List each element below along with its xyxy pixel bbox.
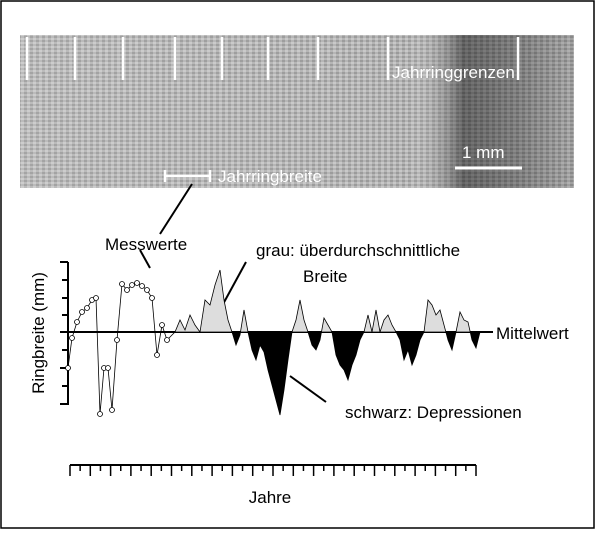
plot <box>60 261 493 476</box>
label-black: schwarz: Depressionen <box>345 403 522 422</box>
x-axis-label: Jahre <box>249 488 292 507</box>
label-grey-2: Breite <box>303 267 347 286</box>
y-axis-label: Ringbreite (mm) <box>29 272 48 394</box>
label-ring-width: Jahrringbreite <box>218 167 322 186</box>
label-measurements: Messwerte <box>105 235 187 254</box>
label-boundaries: Jahrringgrenzen <box>392 63 515 82</box>
label-grey: grau: überdurchschnittliche <box>256 241 460 260</box>
leaders <box>139 183 327 403</box>
label-scale: 1 mm <box>462 143 505 162</box>
label-mean: Mittelwert <box>496 324 569 343</box>
micrograph: Jahrringgrenzen 1 mm Jahrringbreite <box>20 35 574 188</box>
